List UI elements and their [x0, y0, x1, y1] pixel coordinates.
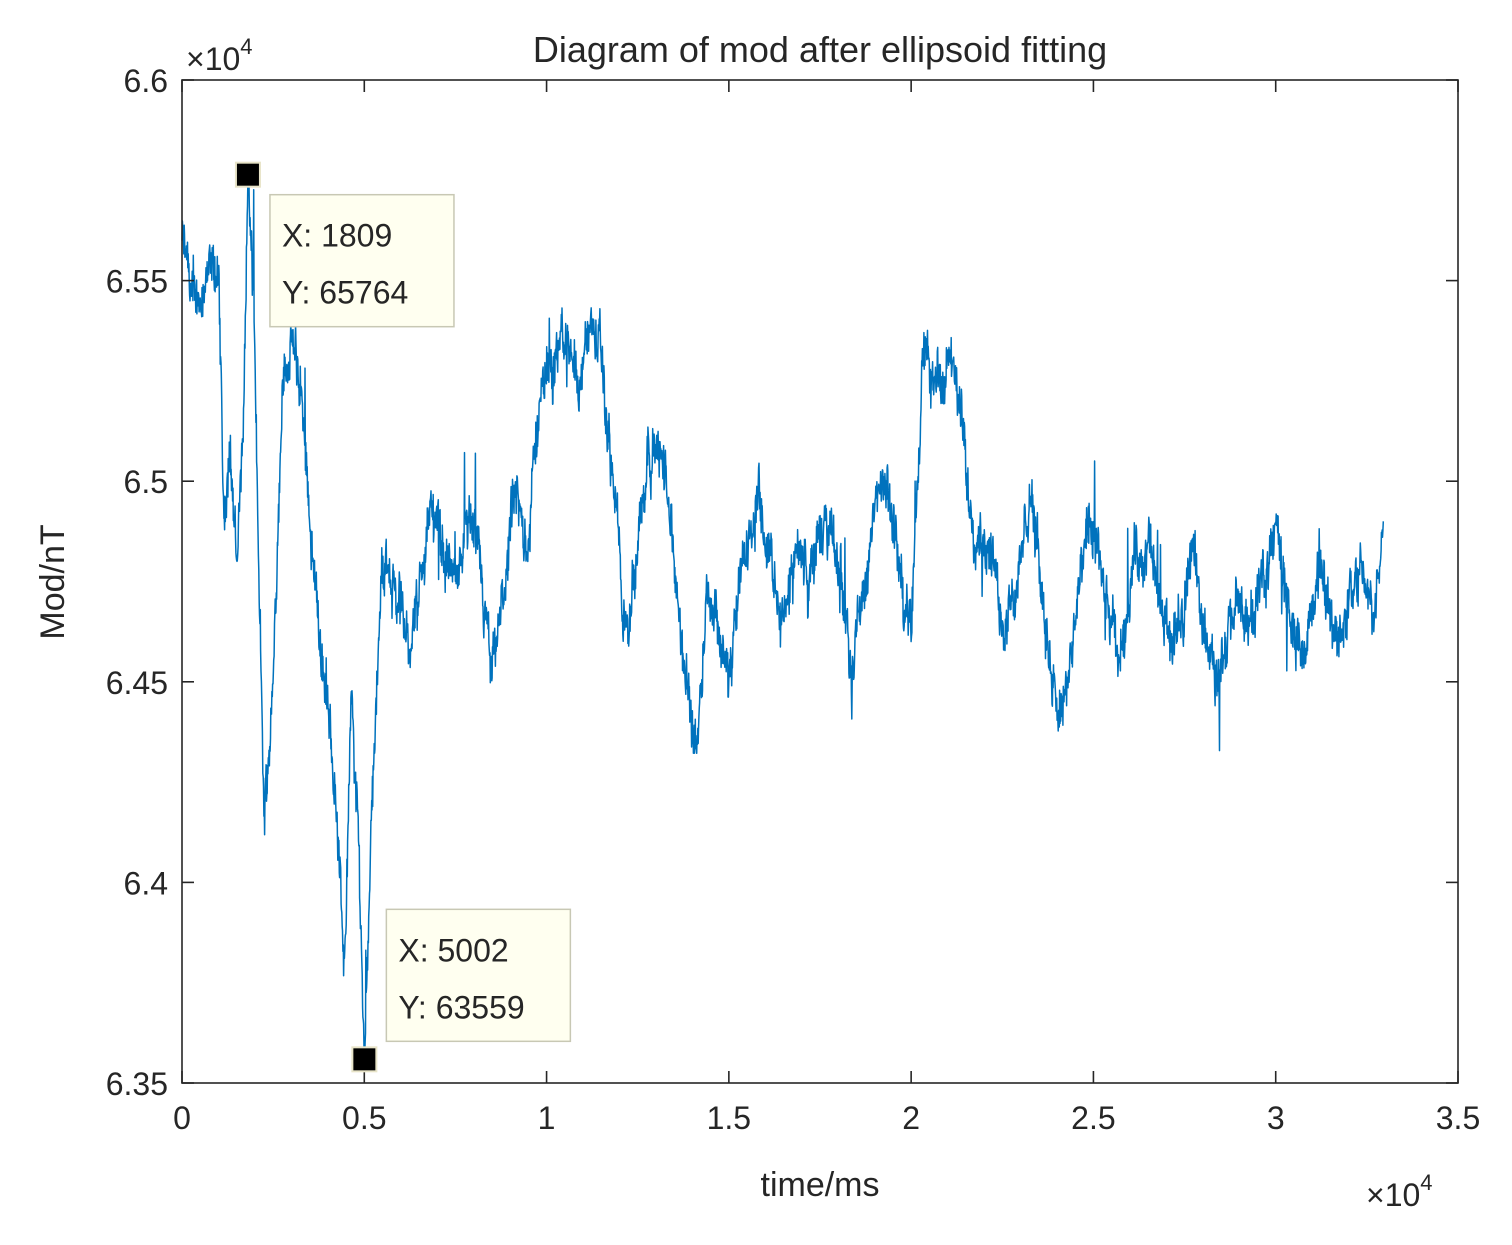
y-tick-label: 6.4: [124, 865, 168, 901]
y-tick-label: 6.35: [106, 1066, 168, 1102]
x-tick-label: 2.5: [1071, 1100, 1115, 1136]
y-tick-label: 6.6: [124, 63, 168, 99]
axes-layer: [181, 79, 1459, 1084]
y-tick-label: 6.45: [106, 665, 168, 701]
datatip-x-label: X: 5002: [398, 932, 508, 968]
annotation-layer: X: 1809 Y: 65764 X: 5002 Y: 63559: [234, 161, 572, 1073]
x-tick-label: 1: [538, 1100, 556, 1136]
x-axis-exponent: ×104: [1366, 1170, 1433, 1213]
tick-layer: 0 0.5 1 1.5 2 2.5 3 3.5 6.35 6.4 6.45 6.5 6.55 6.6: [106, 63, 1481, 1136]
datatip-box: [385, 908, 572, 1043]
datatip-box: [269, 193, 455, 328]
y-exponent-power: 4: [240, 34, 252, 59]
x-tick-label: 0: [173, 1100, 191, 1136]
datatip-marker: [351, 1046, 378, 1073]
y-tick-label: 6.55: [106, 264, 168, 300]
axes-box: [181, 79, 1459, 1084]
y-axis-label: Mod/nT: [34, 524, 72, 639]
datatip-marker: [234, 161, 261, 188]
datatip-x-label: X: 1809: [282, 218, 392, 254]
series-layer: [181, 162, 1385, 1061]
x-tick-label: 3: [1267, 1100, 1285, 1136]
x-exponent-power: 4: [1420, 1170, 1432, 1195]
x-exponent-prefix: ×10: [1366, 1177, 1420, 1213]
x-tick-label: 3.5: [1436, 1100, 1480, 1136]
series-line-mod: [181, 162, 1385, 1061]
chart-title: Diagram of mod after ellipsoid fitting: [533, 29, 1107, 70]
x-tick-label: 1.5: [707, 1100, 751, 1136]
y-axis-exponent: ×104: [186, 34, 253, 77]
x-tick-label: 0.5: [342, 1100, 386, 1136]
datatip-y-label: Y: 63559: [398, 989, 524, 1025]
y-tick-label: 6.5: [124, 464, 168, 500]
x-tick-label: 2: [902, 1100, 920, 1136]
datatip-y-label: Y: 65764: [282, 275, 408, 311]
y-exponent-prefix: ×10: [186, 41, 240, 77]
x-axis-label: time/ms: [761, 1166, 880, 1204]
